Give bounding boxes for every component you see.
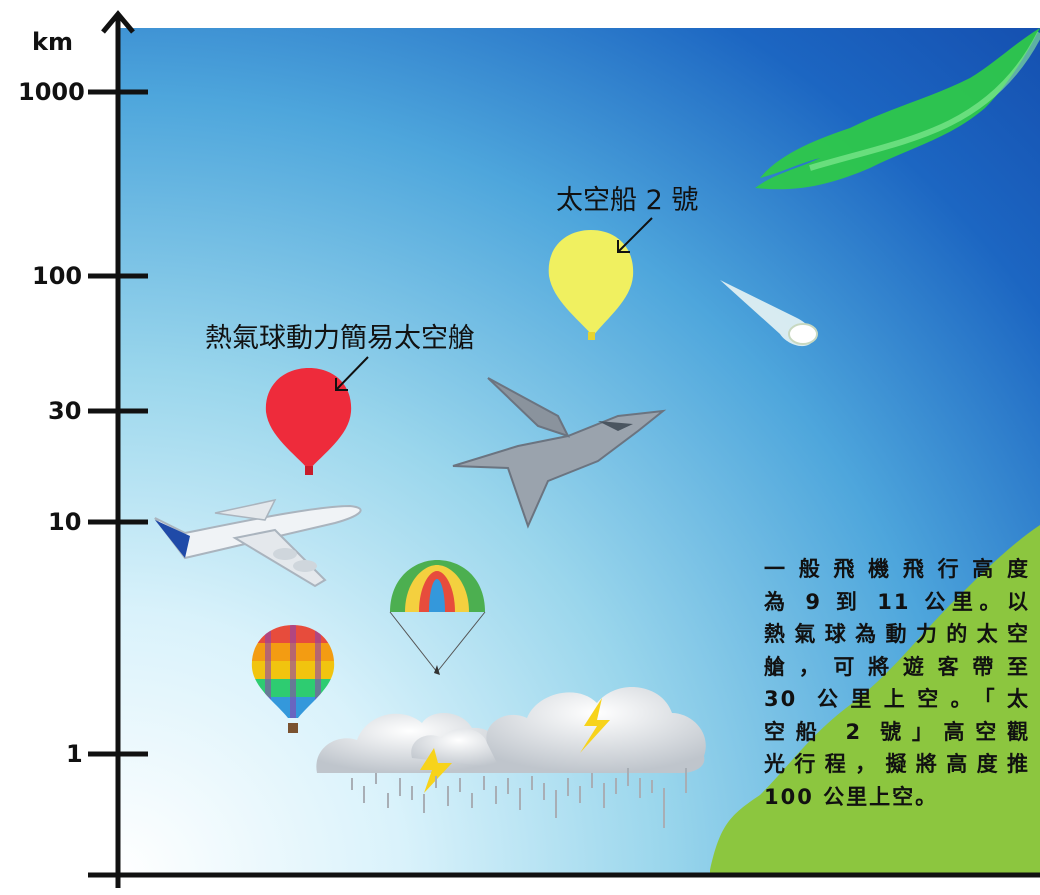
- spaceship-callout-label: 太空船 2 號: [556, 185, 699, 216]
- capsule-balloon-envelope: [265, 368, 352, 470]
- spaceship-balloon-icon: [548, 230, 634, 340]
- aurora-icon: [755, 28, 1040, 190]
- description-line: 一般飛機飛行高度: [764, 557, 1030, 581]
- tick-label-1: 1: [66, 740, 83, 768]
- spaceship-arrow-icon: [617, 217, 653, 253]
- storm-cloud-icon: [316, 686, 706, 828]
- capsule-arrow-icon: [335, 356, 369, 391]
- description-line: 光行程，擬將高度推: [764, 752, 1030, 776]
- tick-label-30: 30: [48, 397, 82, 425]
- lightning-icon: [420, 698, 610, 793]
- description-line: 艙，可將遊客帶至: [764, 654, 1030, 679]
- spaceship-balloon-envelope: [548, 230, 634, 336]
- description-line: 100 公里上空。: [764, 784, 939, 809]
- description-line: 熱氣球為動力的太空: [764, 622, 1030, 646]
- meteor-icon: [720, 280, 818, 347]
- tick-label-10: 10: [48, 508, 82, 536]
- fighter-jet-icon: [452, 377, 667, 529]
- parachute-icon: [389, 560, 486, 675]
- description-line: 空船 2 號」高空觀: [764, 719, 1030, 744]
- capsule-balloon-icon: [265, 368, 352, 475]
- tick-label-1000: 1000: [18, 78, 85, 106]
- rain-streaks: [351, 768, 687, 828]
- hot-air-balloon-icon: [251, 625, 335, 733]
- description-paragraph: 一般飛機飛行高度 為 9 到 11 公里。以 熱氣球為動力的太空 艙，可將遊客帶…: [764, 553, 1030, 813]
- description-line: 30 公里上空。「太: [764, 687, 1030, 711]
- tick-label-100: 100: [32, 262, 83, 290]
- ground-hill: [710, 525, 1040, 875]
- y-axis-arrowhead: [101, 10, 135, 34]
- capsule-callout-label: 熱氣球動力簡易太空艙: [205, 323, 475, 354]
- airliner-icon: [154, 498, 362, 588]
- axis-unit-label: km: [32, 28, 73, 56]
- description-line: 為 9 到 11 公里。以: [764, 589, 1030, 614]
